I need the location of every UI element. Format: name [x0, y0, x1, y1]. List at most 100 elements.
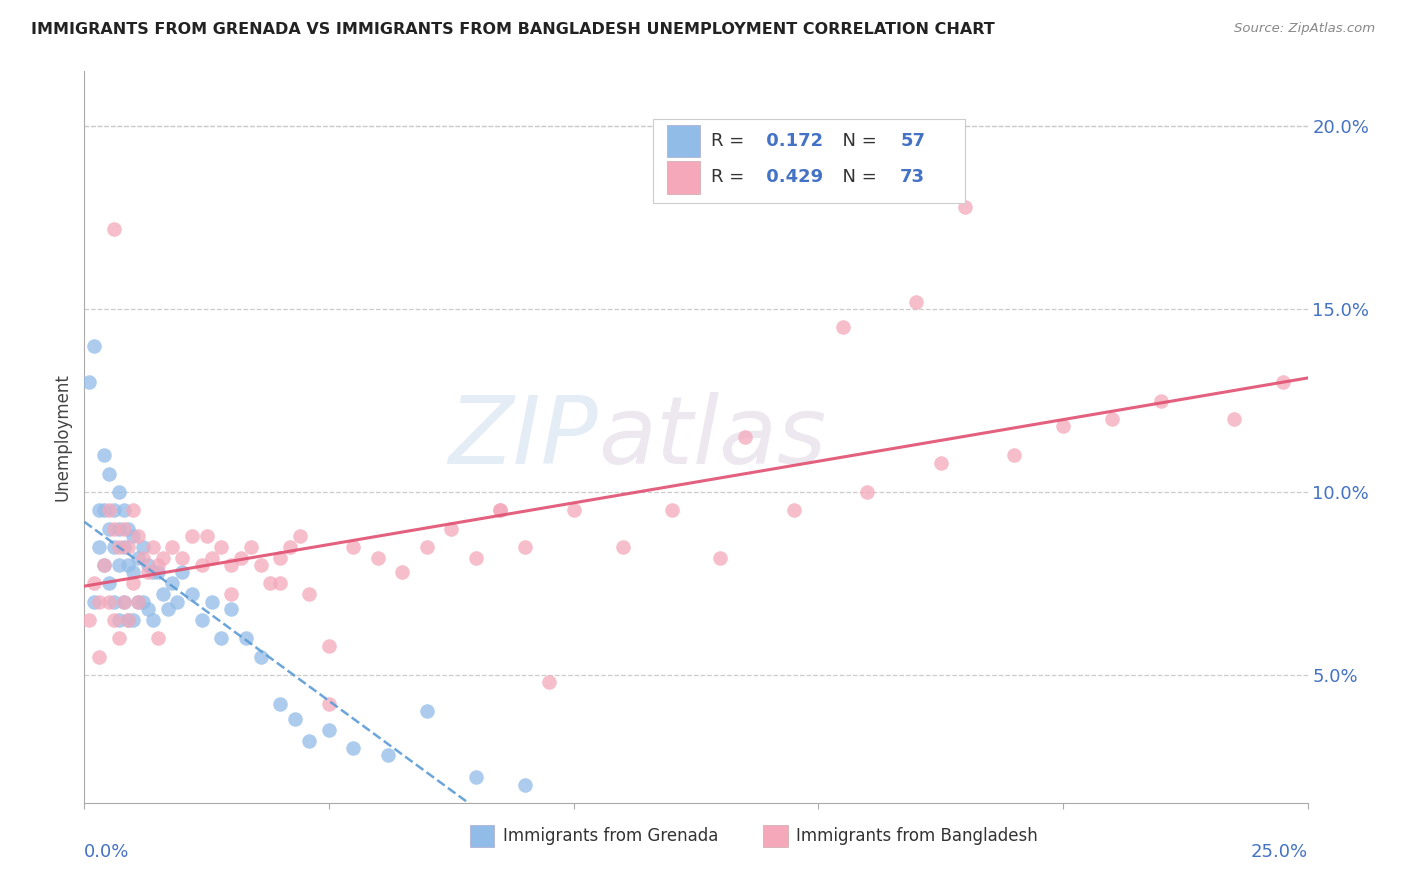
Point [132, 550, 155, 565]
Text: 57: 57 [900, 132, 925, 150]
Point [127, 594, 149, 608]
Text: Immigrants from Grenada: Immigrants from Grenada [503, 827, 718, 845]
Point [83, 338, 105, 352]
Point [127, 594, 149, 608]
Point [87, 540, 110, 554]
Point [142, 540, 165, 554]
Point [219, 558, 242, 573]
Point [166, 594, 188, 608]
Point [77, 613, 100, 627]
Point [146, 558, 169, 573]
Point [249, 649, 271, 664]
Point [661, 503, 683, 517]
Text: N =: N = [831, 132, 882, 150]
Point [538, 675, 561, 690]
Point [172, 550, 194, 565]
Point [97, 503, 120, 517]
Text: R =: R = [710, 132, 749, 150]
Point [318, 697, 340, 711]
Text: ZIP: ZIP [449, 392, 598, 483]
Y-axis label: Unemployment: Unemployment [53, 373, 72, 501]
Point [97, 521, 120, 535]
Point [112, 521, 135, 535]
Point [200, 594, 222, 608]
Point [562, 503, 585, 517]
Point [278, 540, 301, 554]
Point [734, 430, 756, 444]
Point [152, 587, 174, 601]
Point [117, 540, 139, 554]
Point [87, 503, 110, 517]
Point [200, 550, 222, 565]
Point [103, 540, 125, 554]
Point [83, 594, 105, 608]
Point [416, 540, 439, 554]
Point [97, 467, 120, 481]
Point [269, 576, 291, 591]
Point [298, 733, 321, 747]
Point [298, 587, 321, 601]
Point [513, 540, 536, 554]
Point [107, 521, 129, 535]
Point [152, 550, 174, 565]
Point [117, 521, 139, 535]
Point [342, 540, 364, 554]
Point [464, 770, 486, 784]
Point [172, 566, 194, 580]
FancyBboxPatch shape [666, 161, 700, 194]
Point [83, 576, 105, 591]
Point [117, 613, 139, 627]
Point [905, 294, 928, 309]
Point [162, 576, 184, 591]
Point [1002, 448, 1025, 462]
Text: 0.429: 0.429 [759, 169, 823, 186]
Point [249, 558, 271, 573]
Point [122, 503, 145, 517]
Point [953, 200, 976, 214]
Point [440, 521, 463, 535]
Point [142, 566, 165, 580]
Point [132, 540, 155, 554]
Point [103, 503, 125, 517]
Point [112, 540, 135, 554]
Point [288, 529, 311, 543]
Point [239, 540, 262, 554]
Point [127, 529, 149, 543]
Point [219, 587, 242, 601]
Point [132, 594, 155, 608]
Point [929, 456, 952, 470]
Point [209, 632, 232, 646]
Text: 0.172: 0.172 [759, 132, 823, 150]
Point [191, 558, 214, 573]
Point [107, 558, 129, 573]
Point [97, 576, 120, 591]
Point [162, 540, 184, 554]
FancyBboxPatch shape [654, 119, 965, 203]
Point [513, 778, 536, 792]
Bar [470, 825, 494, 847]
Text: 25.0%: 25.0% [1250, 843, 1308, 861]
Point [87, 649, 110, 664]
Point [181, 587, 204, 601]
Point [146, 632, 169, 646]
Point [1223, 412, 1246, 426]
FancyBboxPatch shape [666, 125, 700, 157]
Point [136, 602, 159, 616]
Point [464, 550, 486, 565]
Point [122, 566, 145, 580]
Point [127, 550, 149, 565]
Point [122, 613, 145, 627]
Point [709, 550, 731, 565]
Point [284, 712, 307, 726]
Point [489, 503, 512, 517]
Point [122, 576, 145, 591]
Point [97, 594, 120, 608]
Point [416, 705, 439, 719]
Point [1272, 375, 1295, 389]
Point [1150, 393, 1173, 408]
Text: 0.0%: 0.0% [84, 843, 129, 861]
Point [219, 602, 242, 616]
Point [103, 613, 125, 627]
Point [122, 529, 145, 543]
Point [377, 748, 399, 763]
